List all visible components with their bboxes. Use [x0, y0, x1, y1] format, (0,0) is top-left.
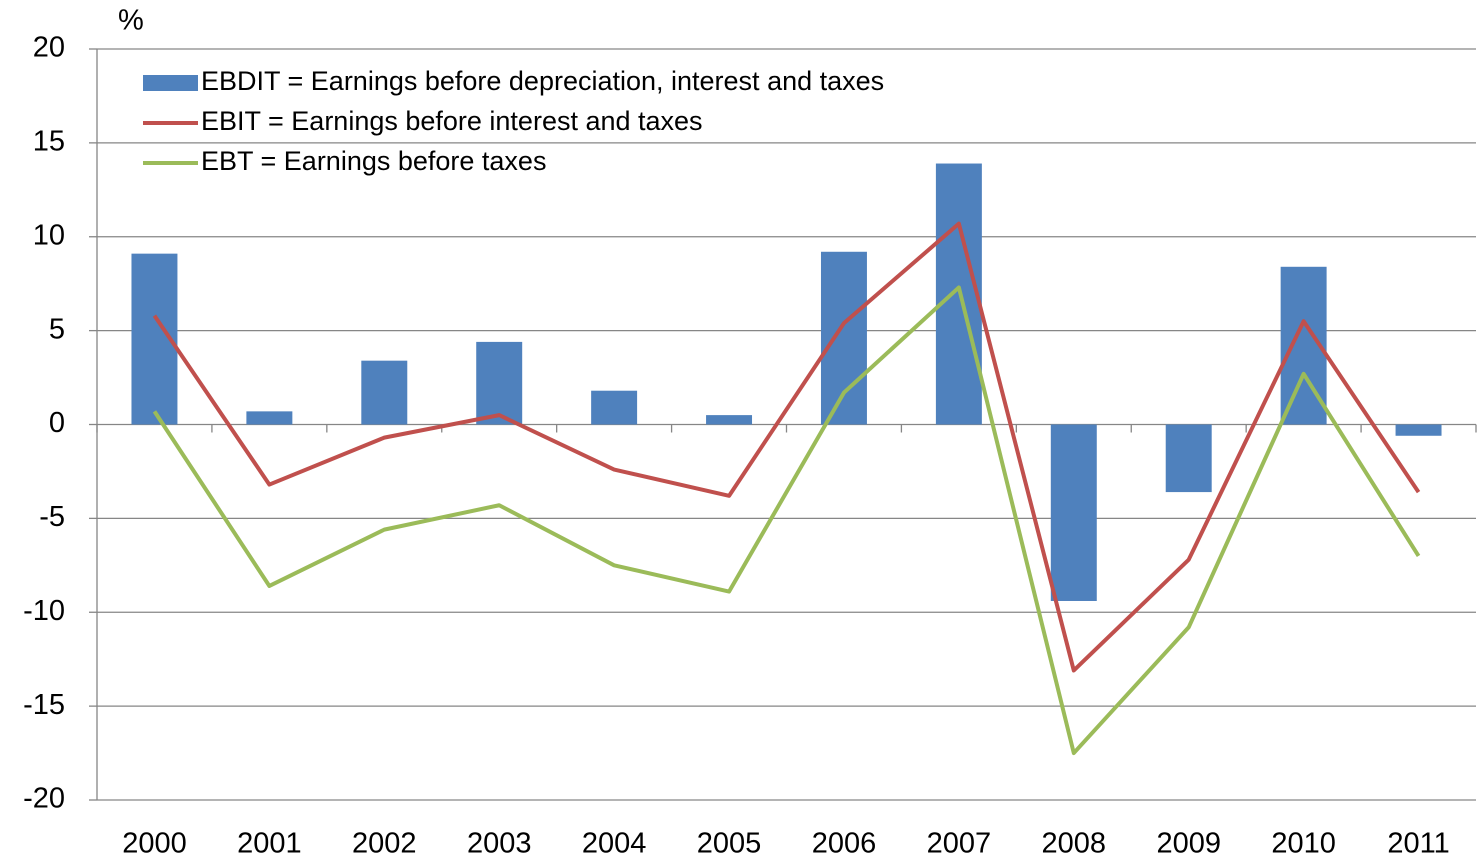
legend-label: EBDIT = Earnings before depreciation, in…: [201, 66, 884, 96]
legend-label: EBT = Earnings before taxes: [201, 146, 546, 176]
x-tick-label: 2002: [352, 828, 417, 860]
bar: [476, 341, 523, 425]
x-tick-label: 2004: [582, 828, 647, 860]
y-tick-label: -5: [39, 501, 65, 533]
bar: [1165, 424, 1212, 493]
x-tick-label: 2003: [467, 828, 532, 860]
x-tick-label: 2005: [697, 828, 762, 860]
y-tick-label: -10: [23, 595, 65, 627]
x-tick-label: 2010: [1271, 828, 1336, 860]
bar: [591, 390, 638, 425]
y-tick-label: 0: [49, 407, 65, 439]
y-tick-label: -15: [23, 689, 65, 721]
x-tick-label: 2006: [812, 828, 877, 860]
legend-label: EBIT = Earnings before interest and taxe…: [201, 106, 703, 136]
line: [152, 285, 1421, 756]
legend-swatch: [143, 75, 198, 91]
y-axis-label: %: [118, 5, 144, 37]
y-tick-label: -20: [23, 783, 65, 815]
bar: [706, 415, 753, 425]
x-tick-label: 2007: [927, 828, 992, 860]
x-tick-label: 2001: [237, 828, 302, 860]
bar: [361, 360, 408, 425]
y-tick-label: 10: [33, 219, 65, 251]
x-tick-label: 2009: [1156, 828, 1221, 860]
bar: [246, 411, 293, 425]
y-tick-label: 5: [49, 313, 65, 345]
bar: [1050, 424, 1097, 601]
bar: [820, 251, 867, 425]
y-tick-label: 15: [33, 126, 65, 158]
line: [152, 221, 1421, 673]
bar: [1395, 424, 1442, 436]
y-tick-label: 20: [33, 32, 65, 64]
x-tick-label: 2011: [1387, 828, 1449, 860]
x-tick-label: 2000: [122, 828, 187, 860]
x-tick-label: 2008: [1042, 828, 1107, 860]
